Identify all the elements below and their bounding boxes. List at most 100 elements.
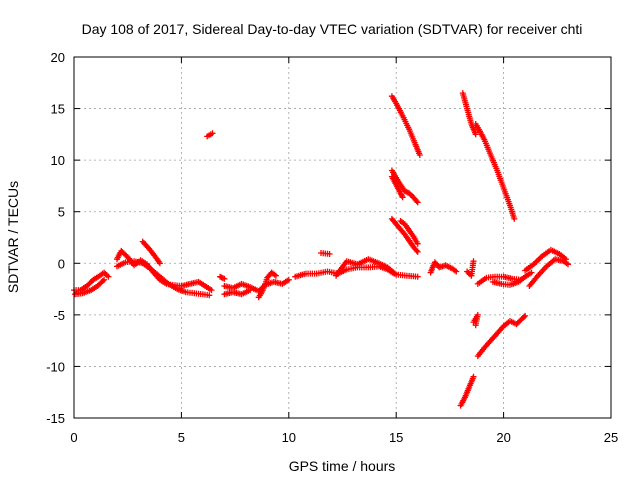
data-point [397,181,407,193]
data-point [487,152,500,172]
x-tick-label: 0 [70,430,77,445]
data-point [260,276,270,294]
data-point [522,312,529,319]
data-point [414,248,421,255]
data-point [481,136,493,157]
chart-title: Day 108 of 2017, Sidereal Day-to-day VTE… [82,21,583,37]
series-track-16 [388,173,406,201]
data-point [388,215,399,226]
data-point [165,280,179,291]
axis-ticks: 0 5 10 15 20 25 -15 -10 -5 0 5 10 15 20 [46,50,618,445]
data-point [388,93,399,105]
data-point [519,313,527,321]
data-point [204,131,214,140]
data-point [156,273,171,286]
series-track-20 [464,258,477,279]
data-point [481,339,493,351]
data-point [414,199,421,206]
data-point [217,273,226,282]
data-point [560,258,570,267]
data-point [83,278,95,289]
data-point [388,167,399,179]
data-point [410,243,420,254]
data-point [412,141,423,157]
data-point [500,185,513,207]
data-point [473,311,481,327]
data-point [500,319,512,330]
data-point [487,331,499,344]
series-track-14 [388,93,423,158]
data-point [472,121,482,133]
data-point [208,287,215,294]
y-tick-label: -5 [53,308,65,323]
data-point [285,276,292,283]
data-point [547,246,561,257]
series-track-15 [388,167,421,206]
data-point [195,278,207,288]
data-point [468,121,478,136]
series-track-4 [114,258,213,299]
series-track-27 [457,373,477,409]
data-point [146,245,158,259]
data-point [206,292,213,299]
data-point [410,194,420,205]
data-point [472,131,479,138]
x-tick-label: 25 [604,430,618,445]
data-point [139,238,151,251]
data-point [118,247,130,259]
series-track-24 [526,256,571,289]
data-point [466,375,476,391]
data-point [238,287,252,298]
series-track-25 [459,90,479,138]
data-point [470,258,477,265]
series-track-17 [388,215,421,255]
data-point [406,237,416,249]
data-point [148,266,162,279]
data-point [414,273,421,280]
data-point [247,287,254,294]
data-point [526,274,540,289]
series-track-18 [397,218,421,247]
data-point [230,281,243,291]
data-point [507,202,517,220]
data-point [221,275,228,282]
y-tick-label: -10 [46,359,65,374]
data-point [90,273,102,283]
plot-frame [73,56,612,419]
series-track-12 [318,250,333,257]
data-point [397,190,405,199]
series-track-7 [217,273,228,282]
series-track-5 [139,238,163,267]
data-point [406,227,416,238]
data-point [174,286,187,295]
data-point [494,324,506,337]
y-tick-label: 20 [51,50,65,65]
y-tick-label: 10 [51,153,65,168]
series-track-3 [114,247,215,294]
data-point [333,259,349,279]
data-point [530,254,544,268]
x-tick-label: 10 [282,430,296,445]
series-track-26 [472,121,518,222]
x-tick-label: 15 [389,430,403,445]
series-track-1 [71,269,112,294]
y-tick-label: -15 [46,411,65,426]
data-point [255,288,265,301]
grid [74,57,611,418]
data-point [393,100,405,117]
data-point [528,269,535,276]
data-point [406,190,415,199]
y-tick-label: 5 [58,205,65,220]
data-point [513,316,525,328]
data-point [101,269,110,279]
data-point [114,260,127,270]
series-track-8 [221,276,292,295]
data-point [139,260,153,272]
data-point [539,248,553,260]
x-axis-label: GPS time / hours [289,458,396,474]
data-point [199,291,211,298]
y-tick-label: 0 [58,256,65,271]
data-point [202,283,213,293]
data-point [464,105,474,126]
data-point [474,276,488,287]
